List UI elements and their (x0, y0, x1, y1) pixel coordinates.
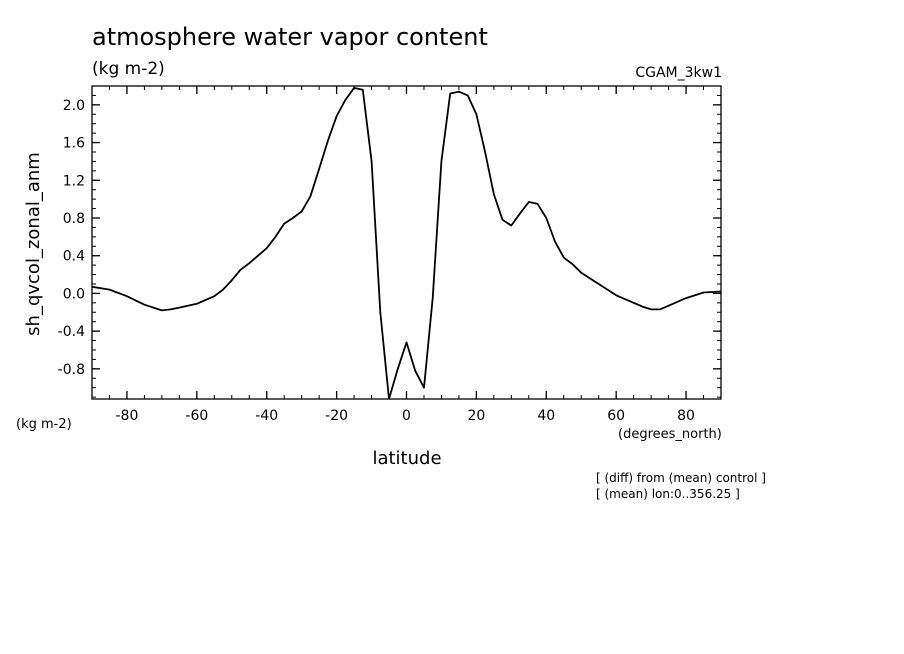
tick-labels: -80 -60 -40 -20 0 20 40 60 80 -0.8 -0.4 0.0 0.4 0.8 1.… (58, 98, 695, 424)
x-tick-label: 80 (677, 408, 695, 424)
x-tick-label: -20 (325, 408, 348, 424)
y-tick-label: 2.0 (63, 98, 85, 114)
series-group (92, 87, 721, 399)
y-tick-label: 0.8 (63, 211, 85, 227)
y-tick-label: 0.0 (63, 286, 85, 302)
x-tick-label: -60 (185, 408, 208, 424)
x-tick-label: 20 (467, 408, 485, 424)
x-tick-label: 40 (537, 408, 555, 424)
x-tick-label: -80 (116, 408, 139, 424)
axis-ticks (91, 85, 722, 399)
x-axis-label: latitude (372, 448, 441, 469)
x-units-label: (degrees_north) (618, 427, 722, 442)
y-axis-label: sh_qvcol_zonal_anm (23, 152, 44, 336)
y-tick-label: 1.2 (63, 173, 85, 189)
y-tick-label: -0.8 (58, 362, 85, 378)
x-tick-label: 60 (607, 408, 625, 424)
y-units-label: (kg m-2) (16, 417, 72, 432)
run-label: CGAM_3kw1 (635, 65, 722, 81)
y-tick-label: 1.6 (63, 136, 85, 152)
series-line-0 (92, 87, 721, 399)
note-mean: [ (mean) lon:0..356.25 ] (596, 487, 740, 501)
y-tick-label: 0.4 (63, 249, 85, 265)
x-tick-label: -40 (255, 408, 278, 424)
note-diff: [ (diff) from (mean) control ] (596, 471, 766, 485)
x-tick-label: 0 (402, 408, 411, 424)
plot-frame (91, 85, 722, 400)
chart-title: atmosphere water vapor content (92, 23, 488, 51)
y-tick-label: -0.4 (58, 324, 85, 340)
units-label: (kg m-2) (92, 59, 165, 79)
